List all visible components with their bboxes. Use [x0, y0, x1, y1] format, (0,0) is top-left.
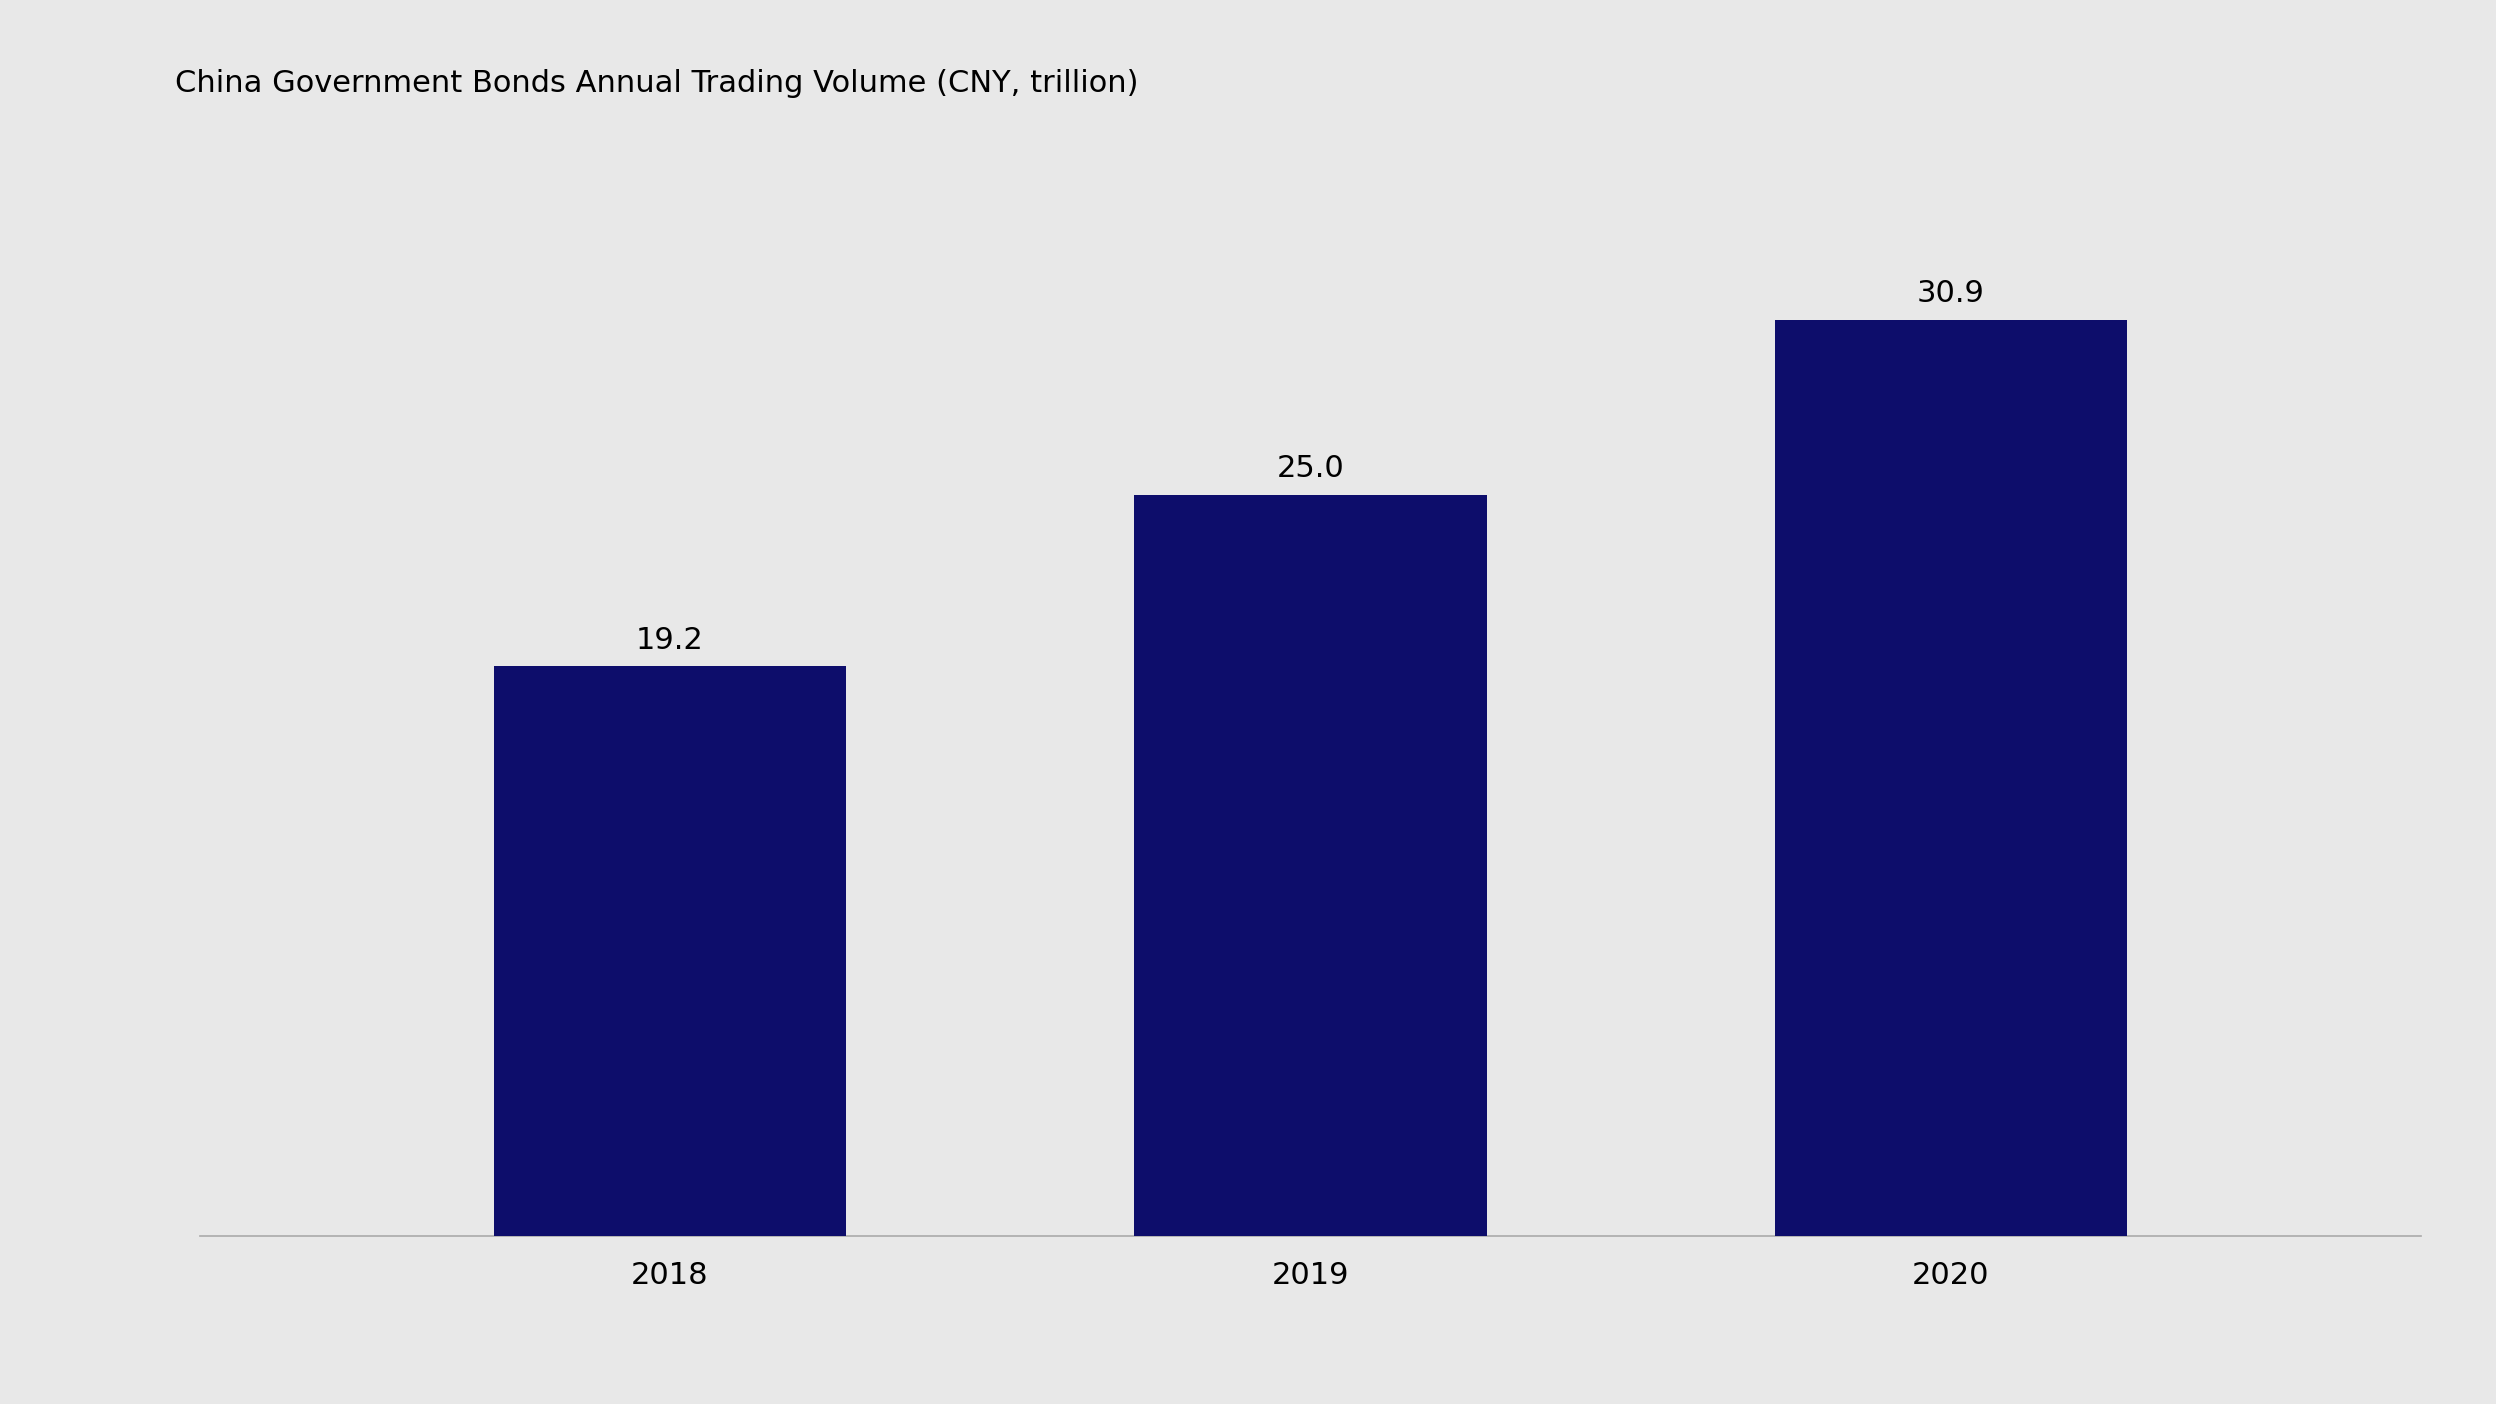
Text: 19.2: 19.2 — [636, 626, 704, 654]
Bar — [1133, 494, 1488, 1236]
Text: 25.0: 25.0 — [1275, 453, 1345, 483]
Bar — [1775, 320, 2127, 1236]
Text: China Government Bonds Annual Trading Volume (CNY, trillion): China Government Bonds Annual Trading Vo… — [175, 69, 1138, 98]
Bar — [494, 667, 846, 1236]
Text: 30.9: 30.9 — [1917, 279, 1984, 307]
